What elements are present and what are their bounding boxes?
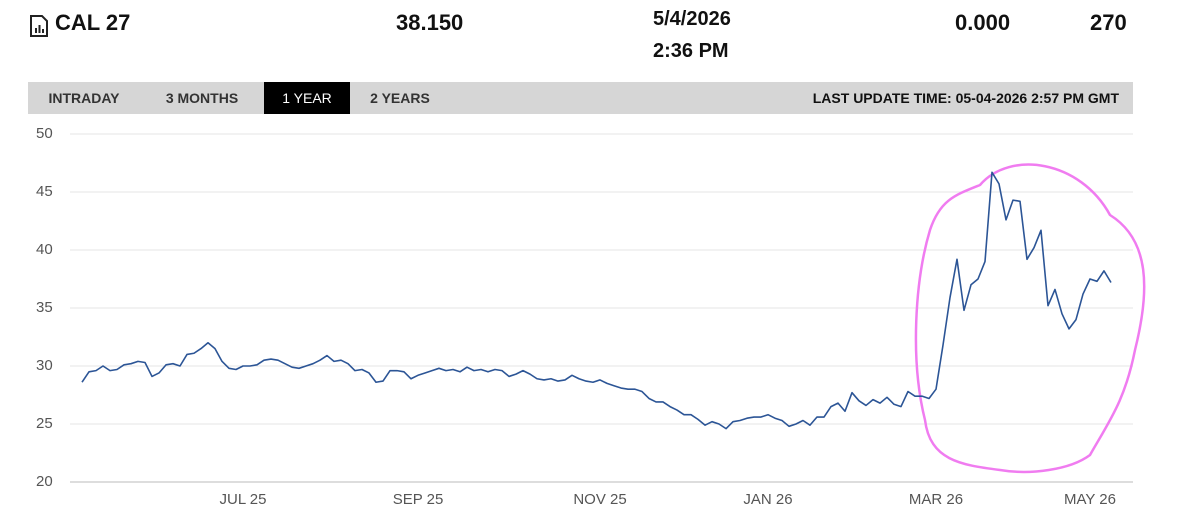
tab-bar: INTRADAY 3 MONTHS 1 YEAR 2 YEARS LAST UP… (28, 82, 1133, 114)
x-tick-label: SEP 25 (393, 491, 444, 508)
price: 38.150 (396, 10, 464, 35)
tab[interactable]: 3 MONTHS (165, 90, 239, 106)
y-tick-label: 20 (36, 473, 53, 490)
price-line (81, 171, 1112, 430)
y-tick-label: 45 (36, 183, 53, 200)
chart-icon (30, 15, 48, 37)
y-tick-label: 35 (36, 299, 53, 316)
x-tick-label: JUL 25 (220, 491, 267, 508)
y-tick-label: 50 (36, 125, 53, 142)
symbol: CAL 27 (55, 10, 131, 35)
x-tick-label: JAN 26 (743, 491, 792, 508)
y-tick-label: 30 (36, 357, 53, 374)
tab[interactable]: INTRADAY (48, 90, 120, 106)
time: 2:36 PM (653, 40, 729, 62)
volume: 270 (1090, 10, 1127, 35)
last-update: LAST UPDATE TIME: 05-04-2026 2:57 PM GMT (812, 90, 1119, 106)
date: 5/4/2026 (653, 8, 731, 30)
x-tick-label: NOV 25 (573, 491, 626, 508)
y-tick-label: 25 (36, 415, 53, 432)
x-tick-label: MAY 26 (1064, 491, 1116, 508)
x-tick-label: MAR 26 (909, 491, 963, 508)
change: 0.000 (955, 10, 1011, 35)
highlight-annotation (914, 163, 1146, 474)
tab[interactable]: 2 YEARS (370, 90, 430, 106)
tab-active[interactable]: 1 YEAR (264, 82, 350, 114)
y-tick-label: 40 (36, 241, 53, 258)
